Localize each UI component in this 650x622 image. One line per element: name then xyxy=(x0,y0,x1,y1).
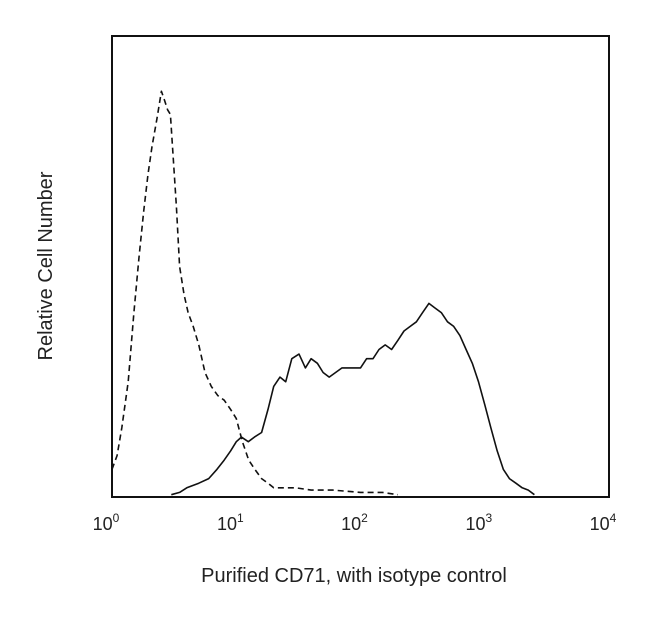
isotype-control-histogram xyxy=(111,90,399,496)
x-axis-label: Purified CD71, with isotype control xyxy=(201,565,507,587)
plot-frame xyxy=(111,35,610,498)
x-tick-label: 100 xyxy=(93,511,120,534)
x-tick-label: 101 xyxy=(217,511,244,534)
x-tick-label: 102 xyxy=(341,511,368,534)
x-tick-label: 104 xyxy=(590,511,617,534)
series-layer xyxy=(111,90,535,496)
y-axis-label: Relative Cell Number xyxy=(35,171,57,360)
x-tick-label: 103 xyxy=(465,511,492,534)
x-tick-labels: 100 101 102 103 104 xyxy=(93,511,617,534)
cd71-histogram xyxy=(171,302,535,496)
